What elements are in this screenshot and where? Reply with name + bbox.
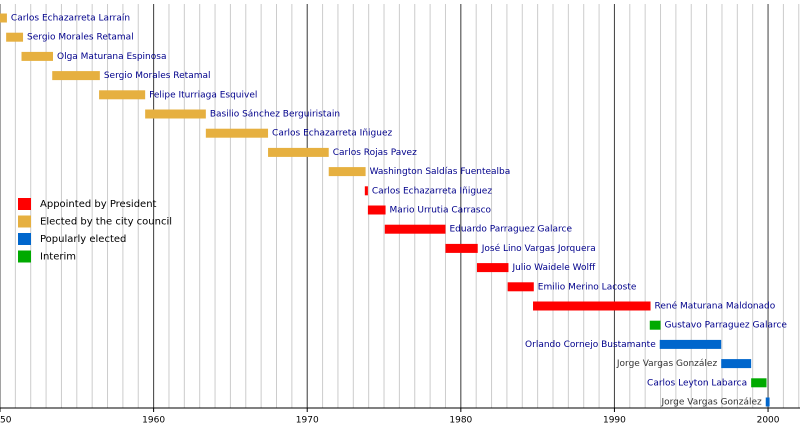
term-label: Felipe Iturriaga Esquivel [149,90,257,100]
legend-swatch [18,215,31,228]
term-bar [205,128,269,138]
term-bar [99,90,146,100]
x-tick-label: 1990 [603,416,626,425]
legend-label: Interim [40,252,76,263]
term-bar [0,13,7,23]
term-label: José Lino Vargas Jorquera [481,243,596,254]
x-tick-label: 2000 [757,416,780,425]
term-bar [328,167,366,177]
term-bar [649,320,661,330]
term-bar [659,339,722,349]
term-bar [145,109,206,119]
legend-swatch [18,250,31,263]
term-label: Sergio Morales Retamal [104,71,211,81]
term-bar [384,224,446,234]
term-label: Mario Urrutia Carrasco [390,206,492,216]
legend-swatch [18,198,31,210]
term-label: Sergio Morales Retamal [27,33,134,43]
term-label: Julio Waidele Wolff [511,263,596,273]
legend-swatch [18,233,31,245]
term-bar [533,301,651,311]
term-label: Eduardo Parraguez Galarce [449,225,572,235]
legend-label: Popularly elected [40,234,126,245]
term-bar [21,51,53,61]
term-bar [507,282,534,292]
term-label: Carlos Leyton Labarca [647,378,747,388]
term-label: Carlos Echazarreta Larraín [11,14,130,24]
x-tick-label: 1950 [0,416,12,425]
term-bar [751,378,767,388]
x-tick-label: 1960 [142,416,165,425]
term-label: Carlos Echazarreta Iñiguez [272,129,392,139]
term-label: Orlando Cornejo Bustamante [525,340,656,350]
term-label: Jorge Vargas González [616,359,718,369]
term-label: Basilio Sánchez Berguiristain [210,110,340,120]
term-bar [721,359,752,369]
term-label: Carlos Echazarreta Iñiguez [372,186,492,196]
term-bar [445,243,478,253]
term-label: René Maturana Maldonado [655,301,776,312]
term-bar [364,186,368,196]
legend-label: Appointed by President [40,199,157,210]
x-tick-label: 1970 [296,416,319,425]
term-label: Carlos Rojas Pavez [333,148,417,158]
term-label: Jorge Vargas González [660,398,762,408]
legend-label: Elected by the city council [40,217,172,228]
x-tick-label: 1980 [449,416,472,425]
term-label: Washington Saldías Fuentealba [370,167,511,177]
term-bar [268,147,329,157]
term-bar [6,32,24,42]
term-bar [367,205,386,215]
term-label: Olga Maturana Espinosa [57,52,167,62]
term-label: Gustavo Parraguez Galarce [665,321,788,331]
term-label: Emilio Merino Lacoste [538,282,637,292]
term-bar [52,71,100,81]
term-bar [476,263,509,273]
term-bar [765,397,770,407]
